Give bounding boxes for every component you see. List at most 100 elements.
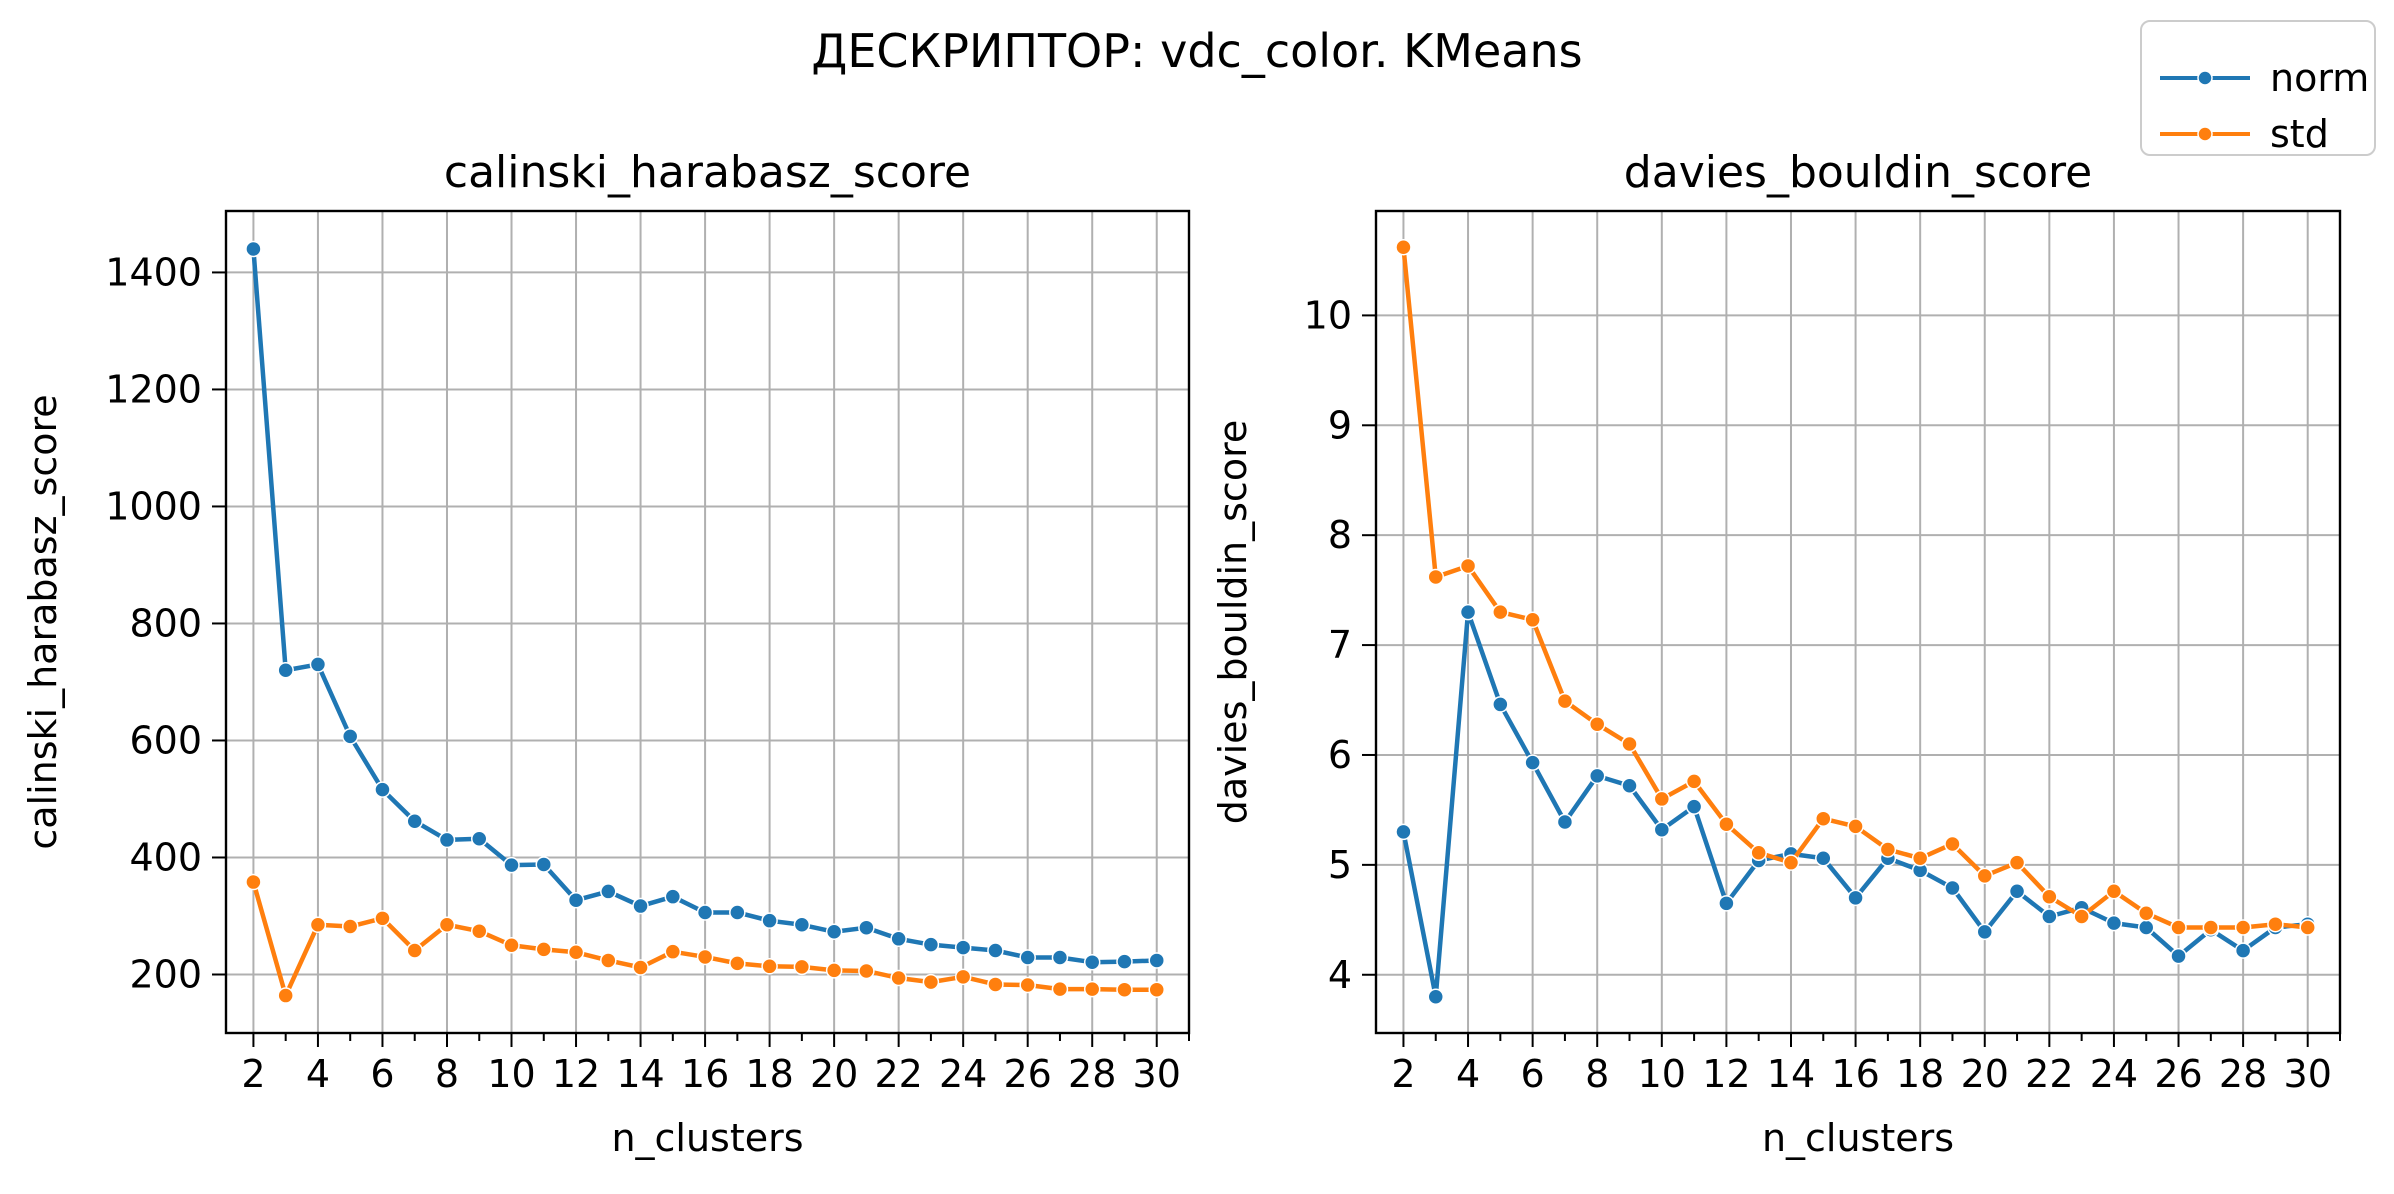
x-tick-label: 26 — [2154, 1052, 2202, 1096]
x-tick-label: 30 — [2284, 1052, 2332, 1096]
x-tick-label: 28 — [2219, 1052, 2267, 1096]
data-point-std — [245, 873, 262, 891]
data-point-std — [1976, 867, 1994, 885]
y-tick-label: 1400 — [105, 250, 202, 294]
x-tick-label: 12 — [1702, 1052, 1750, 1096]
x-tick-label: 22 — [2025, 1052, 2073, 1096]
data-point-norm — [1653, 821, 1671, 838]
x-tick-label: 20 — [1961, 1052, 2009, 1096]
x-tick-label: 18 — [1896, 1052, 1944, 1096]
data-point-std — [954, 968, 972, 986]
data-point-std — [1148, 981, 1165, 998]
data-point-norm — [1524, 754, 1541, 771]
y-tick-label: 4 — [1328, 953, 1352, 997]
data-point-norm — [664, 888, 682, 905]
legend-item-norm: norm — [2158, 52, 2369, 102]
chart-title: davies_bouldin_score — [1624, 147, 2092, 198]
data-point-norm — [1427, 988, 1444, 1005]
data-point-std — [1782, 854, 1800, 871]
plot-frame — [1374, 209, 2342, 1035]
data-point-std — [664, 943, 682, 960]
x-tick-label: 30 — [1133, 1052, 1181, 1096]
figure-title: ДЕСКРИПТОР: vdc_color. KMeans — [811, 24, 1583, 78]
data-point-std — [825, 962, 843, 979]
data-point-norm — [1556, 813, 1574, 831]
data-point-std — [567, 944, 585, 961]
data-point-norm — [600, 883, 617, 900]
data-point-norm — [632, 897, 649, 915]
legend-swatch-std — [2160, 126, 2250, 142]
data-point-std — [374, 910, 391, 927]
data-point-std — [1653, 790, 1671, 808]
x-axis-label: n_clusters — [1762, 1116, 1954, 1160]
chart-title: calinski_harabasz_score — [444, 147, 971, 198]
data-point-std — [1051, 980, 1069, 998]
data-point-std — [793, 958, 811, 976]
x-tick-label: 10 — [1638, 1052, 1686, 1096]
data-point-norm — [825, 923, 843, 941]
data-point-norm — [1847, 889, 1864, 907]
data-point-norm — [1492, 696, 1509, 713]
x-tick-label: 8 — [1585, 1052, 1609, 1096]
data-point-norm — [922, 936, 940, 953]
data-point-std — [1588, 715, 1606, 733]
data-point-norm — [438, 831, 456, 849]
y-tick-label: 9 — [1328, 403, 1352, 447]
legend-item-std: std — [2158, 108, 2368, 158]
data-point-std — [503, 936, 520, 954]
x-tick-label: 2 — [1391, 1052, 1415, 1096]
data-point-std — [2008, 854, 2026, 871]
y-tick-label: 400 — [129, 835, 202, 879]
data-point-norm — [277, 662, 294, 679]
y-axis-label: calinski_harabasz_score — [21, 394, 65, 849]
chart-calinski-harabasz: 2 4 6 8 10 12 14 16 18 20 22 24 26 28 3020040060080010… — [21, 147, 1191, 1160]
data-point-std — [1911, 850, 1929, 867]
data-point-norm — [535, 856, 553, 873]
data-point-std — [1847, 818, 1864, 835]
data-point-std — [2170, 919, 2187, 936]
data-point-std — [309, 916, 327, 934]
data-point-std — [341, 918, 359, 935]
data-point-norm — [1395, 823, 1412, 841]
legend-label-std: std — [2270, 112, 2329, 156]
y-tick-label: 8 — [1328, 513, 1352, 557]
x-tick-label: 24 — [2090, 1052, 2138, 1096]
x-tick-label: 6 — [370, 1052, 394, 1096]
x-axis-label: n_clusters — [611, 1116, 803, 1160]
x-tick-label: 10 — [487, 1052, 535, 1096]
data-point-norm — [1976, 923, 1994, 941]
data-point-norm — [954, 939, 972, 956]
data-point-norm — [1459, 603, 1477, 621]
data-point-norm — [1116, 953, 1133, 970]
legend: norm std — [2140, 20, 2376, 156]
legend-swatch-norm — [2160, 70, 2250, 86]
data-point-norm — [858, 919, 875, 936]
data-point-std — [2234, 919, 2252, 936]
data-point-norm — [761, 912, 778, 929]
y-tick-label: 1200 — [105, 367, 202, 411]
x-tick-label: 8 — [435, 1052, 459, 1096]
data-point-std — [1621, 735, 1638, 753]
data-point-norm — [1815, 850, 1832, 867]
data-point-std — [1815, 810, 1832, 827]
data-point-norm — [567, 891, 585, 909]
data-point-norm — [987, 942, 1004, 959]
data-point-norm — [471, 830, 488, 848]
data-point-norm — [1718, 895, 1735, 912]
data-point-std — [2299, 919, 2316, 936]
data-point-std — [987, 976, 1004, 993]
data-point-std — [1879, 841, 1897, 858]
data-point-norm — [341, 728, 359, 745]
x-tick-label: 26 — [1004, 1052, 1052, 1096]
data-point-std — [761, 958, 778, 975]
data-point-norm — [2234, 942, 2252, 959]
y-tick-label: 7 — [1328, 623, 1352, 667]
data-point-std — [2041, 888, 2058, 905]
data-point-std — [2137, 904, 2155, 922]
data-point-norm — [1588, 767, 1606, 785]
data-point-std — [535, 941, 553, 958]
y-tick-label: 10 — [1304, 293, 1352, 337]
data-point-std — [406, 942, 423, 959]
x-tick-label: 4 — [306, 1052, 330, 1096]
data-point-std — [696, 948, 714, 966]
